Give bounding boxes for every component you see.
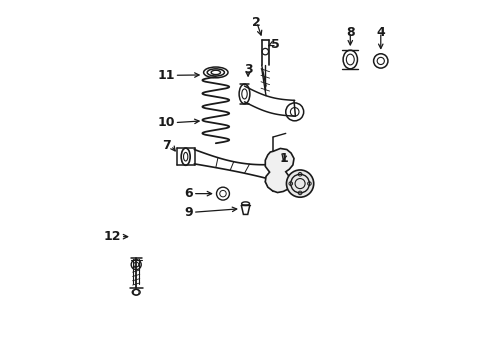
Text: 9: 9: [184, 206, 192, 219]
Text: 7: 7: [162, 139, 171, 152]
Text: 2: 2: [252, 16, 261, 29]
Text: 8: 8: [346, 26, 354, 39]
Text: 3: 3: [244, 63, 252, 76]
Text: 11: 11: [157, 69, 174, 82]
Text: 4: 4: [376, 26, 385, 39]
Text: 1: 1: [279, 152, 287, 165]
Text: 12: 12: [103, 230, 121, 243]
Polygon shape: [265, 148, 293, 193]
Circle shape: [286, 170, 313, 197]
Text: 6: 6: [184, 187, 192, 200]
Text: 10: 10: [157, 116, 174, 129]
Text: 5: 5: [271, 38, 280, 51]
